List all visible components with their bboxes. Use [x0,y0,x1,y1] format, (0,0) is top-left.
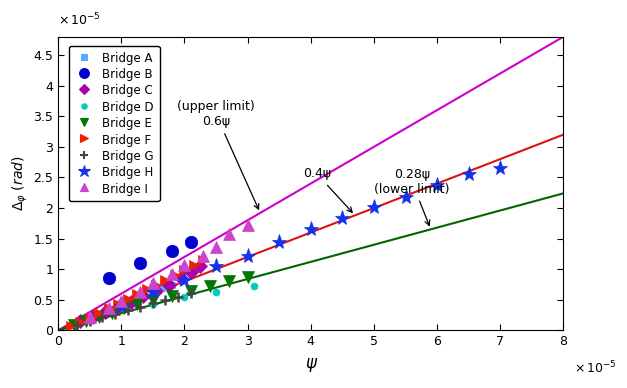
Legend: Bridge A, Bridge B, Bridge C, Bridge D, Bridge E, Bridge F, Bridge G, Bridge H, : Bridge A, Bridge B, Bridge C, Bridge D, … [69,45,160,201]
X-axis label: ψ: ψ [305,354,316,372]
Y-axis label: $\Delta_\varphi\ (rad)$: $\Delta_\varphi\ (rad)$ [11,156,31,211]
Text: $\times\,10^{-5}$: $\times\,10^{-5}$ [58,11,101,28]
Text: (upper limit)
0.6ψ: (upper limit) 0.6ψ [177,100,259,209]
Text: 0.28ψ
(lower limit): 0.28ψ (lower limit) [374,168,450,225]
Text: $\times\,10^{-5}$: $\times\,10^{-5}$ [574,360,616,376]
Text: 0.4ψ: 0.4ψ [303,168,352,212]
